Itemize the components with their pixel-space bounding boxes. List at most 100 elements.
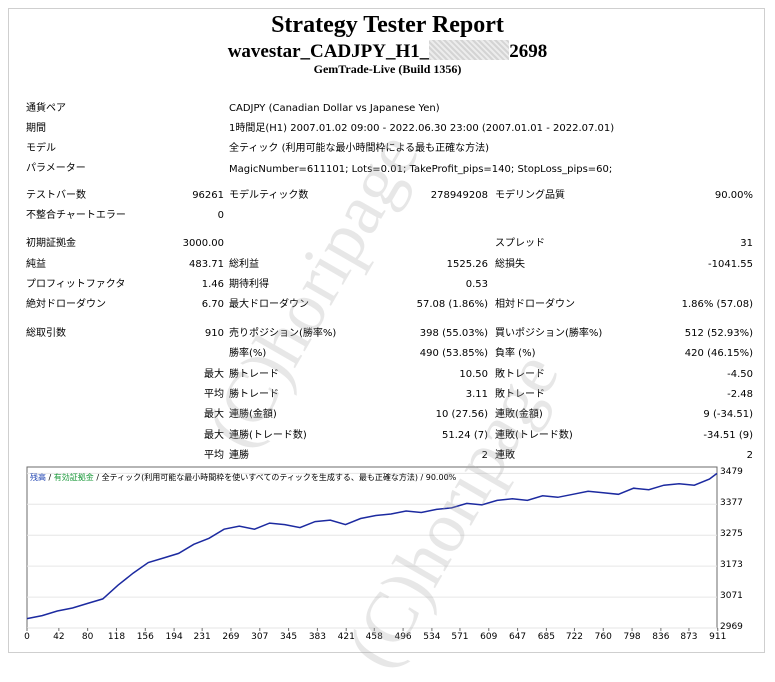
x-tick-label: 156 xyxy=(136,632,154,642)
model-value: 全ティック (利用可能な最小時間枠による最も正確な方法) xyxy=(229,143,490,154)
model-label: モデル xyxy=(26,143,56,154)
x-tick-label: 873 xyxy=(680,632,698,642)
deposit-label: 初期証拠金 xyxy=(26,238,76,249)
cons-win-trades-label: 連勝(トレード数) xyxy=(229,430,307,441)
net-label: 純益 xyxy=(26,259,46,270)
report-title: Strategy Tester Report xyxy=(271,12,504,38)
trades-label: 総取引数 xyxy=(26,328,66,339)
x-tick-label: 534 xyxy=(423,632,441,642)
net-value: 483.71 xyxy=(189,259,224,270)
largest-word: 最大 xyxy=(204,369,224,380)
chart-legend: 残高 / 有効証拠金 / 全ティック(利用可能な最小時間枠を使いすべてのティック… xyxy=(30,472,456,483)
ticks-value: 278949208 xyxy=(430,190,488,201)
x-tick-label: 42 xyxy=(53,632,65,642)
report-frame xyxy=(8,8,765,653)
x-tick-label: 307 xyxy=(251,632,269,642)
x-tick-label: 118 xyxy=(107,632,126,642)
x-tick-label: 760 xyxy=(594,632,612,642)
params-label: パラメーター xyxy=(26,163,86,174)
x-tick-label: 722 xyxy=(565,632,584,642)
avg-loss-value: -2.48 xyxy=(727,389,753,400)
legend-quality: 90.00% xyxy=(425,473,457,482)
deposit-value: 3000.00 xyxy=(182,238,224,249)
ea-name-prefix: wavestar_CADJPY_H1_ xyxy=(227,41,430,62)
avg-loss-label: 敗トレード xyxy=(495,389,545,400)
legend-equity: 有効証拠金 xyxy=(53,473,94,482)
avg-cons-win-label: 連勝 xyxy=(229,450,249,461)
short-label: 売りポジション(勝率%) xyxy=(229,328,337,339)
pf-value: 1.46 xyxy=(201,279,224,290)
loss-label: 負率 (%) xyxy=(495,348,536,359)
x-tick-label: 496 xyxy=(394,632,412,642)
server-build: GemTrade-Live (Build 1356) xyxy=(313,62,462,76)
pf-label: プロフィットファクタ xyxy=(26,279,126,290)
y-tick-label: 2969 xyxy=(720,622,743,632)
y-tick-label: 3071 xyxy=(720,591,743,602)
ea-name-suffix: 2698 xyxy=(509,41,548,62)
gross-profit-label: 総利益 xyxy=(229,259,259,270)
payoff-label: 期待利得 xyxy=(229,279,269,290)
loss-value: 420 (46.15%) xyxy=(684,348,753,359)
cons-win-trades-value: 51.24 (7) xyxy=(442,430,488,441)
avg-cons-loss-label: 連敗 xyxy=(495,450,515,461)
x-tick-label: 685 xyxy=(537,632,555,642)
quality-label: モデリング品質 xyxy=(495,190,565,201)
abs-dd-label: 絶対ドローダウン xyxy=(26,299,106,310)
ea-name: wavestar_CADJPY_H1_ 2698 xyxy=(0,40,775,63)
x-tick-label: 194 xyxy=(165,632,183,642)
y-tick-label: 3173 xyxy=(720,560,743,571)
cons-win-money-value: 10 (27.56) xyxy=(435,409,488,420)
symbol-value: CADJPY (Canadian Dollar vs Japanese Yen) xyxy=(229,103,440,114)
legend-sep-1: / xyxy=(46,473,54,482)
x-tick-label: 647 xyxy=(508,632,527,642)
long-value: 512 (52.93%) xyxy=(684,328,753,339)
trades-value: 910 xyxy=(204,328,224,339)
cons-win-money-label: 連勝(金額) xyxy=(229,409,277,420)
max-dd-label: 最大ドローダウン xyxy=(229,299,309,310)
quality-value: 90.00% xyxy=(714,190,753,201)
largest-loss-value: -4.50 xyxy=(727,369,753,380)
legend-sep-3: / xyxy=(417,473,426,482)
gross-loss-label: 総損失 xyxy=(495,259,525,270)
cons-loss-trades-label: 連敗(トレード数) xyxy=(495,430,573,441)
x-tick-label: 0 xyxy=(24,632,30,642)
params-value: MagicNumber=611101; Lots=0.01; TakeProfi… xyxy=(229,164,613,175)
y-tick-label: 3275 xyxy=(720,529,743,540)
avg-cons-loss-value: 2 xyxy=(746,450,753,461)
ticks-label: モデルティック数 xyxy=(229,190,309,201)
max-dd-value: 57.08 (1.86%) xyxy=(416,299,488,310)
spread-label: スプレッド xyxy=(495,238,545,249)
mismatch-value: 0 xyxy=(217,210,224,221)
long-label: 買いポジション(勝率%) xyxy=(495,328,603,339)
bars-label: テストバー数 xyxy=(26,190,86,201)
short-value: 398 (55.03%) xyxy=(419,328,488,339)
payoff-value: 0.53 xyxy=(465,279,488,290)
x-tick-label: 383 xyxy=(308,632,326,642)
abs-dd-value: 6.70 xyxy=(201,299,224,310)
x-tick-label: 609 xyxy=(480,632,498,642)
largest-loss-label: 敗トレード xyxy=(495,369,545,380)
gross-profit-value: 1525.26 xyxy=(446,259,488,270)
cons-loss-trades-value: -34.51 (9) xyxy=(703,430,753,441)
win-label: 勝率(%) xyxy=(229,348,267,359)
y-tick-label: 3377 xyxy=(720,498,743,509)
x-tick-label: 911 xyxy=(709,632,727,642)
x-tick-label: 345 xyxy=(279,632,298,642)
x-tick-label: 80 xyxy=(81,632,94,642)
spread-value: 31 xyxy=(740,238,753,249)
x-tick-label: 421 xyxy=(337,632,355,642)
cons-loss-money-value: 9 (-34.51) xyxy=(703,409,753,420)
cons-loss-money-label: 連敗(金額) xyxy=(495,409,543,420)
period-value: 1時間足(H1) 2007.01.02 09:00 - 2022.06.30 2… xyxy=(229,123,615,134)
largest-win-label: 勝トレード xyxy=(229,369,279,380)
x-tick-label: 836 xyxy=(652,632,670,642)
avg-cons-win-value: 2 xyxy=(481,450,488,461)
symbol-label: 通貨ペア xyxy=(26,103,66,114)
redacted-block xyxy=(429,40,510,60)
x-tick-label: 231 xyxy=(193,632,211,642)
x-tick-label: 269 xyxy=(222,632,240,642)
average-word: 平均 xyxy=(204,389,224,400)
x-tick-label: 458 xyxy=(365,632,383,642)
legend-model: 全ティック(利用可能な最小時間枠を使いすべてのティックを生成する、最も正確な方法… xyxy=(101,473,418,482)
largest-win-value: 10.50 xyxy=(459,369,488,380)
